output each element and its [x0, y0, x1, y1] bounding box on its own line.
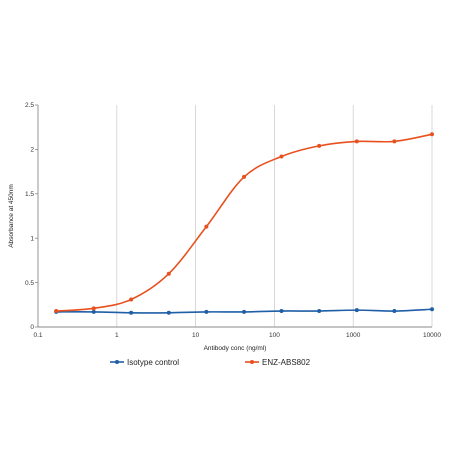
data-point-isotype-control	[129, 310, 134, 315]
y-tick-label: 2.5	[25, 102, 34, 109]
x-tick-label: 10000	[423, 332, 441, 339]
data-point-enz-abs802	[166, 271, 171, 276]
x-tick-label: 0.1	[33, 332, 42, 339]
data-point-enz-abs802	[430, 132, 434, 137]
data-point-isotype-control	[279, 309, 284, 314]
x-tick-label: 1000	[346, 332, 361, 339]
data-point-isotype-control	[242, 309, 247, 314]
data-point-enz-abs802	[129, 297, 134, 302]
x-tick-label: 1	[115, 332, 119, 339]
y-tick-label: 0.5	[25, 280, 34, 287]
data-point-isotype-control	[430, 307, 434, 312]
data-point-enz-abs802	[317, 143, 322, 148]
x-axis-title: Antibody conc (ng/ml)	[204, 345, 267, 352]
data-point-isotype-control	[354, 308, 359, 313]
x-tick-label: 10	[192, 332, 200, 339]
y-axis-title: Absorbance at 450nm	[8, 184, 15, 248]
legend-label: ENZ-ABS802	[262, 358, 311, 367]
plot-series	[54, 132, 434, 315]
legend-label: Isotype control	[127, 358, 179, 367]
data-point-isotype-control	[91, 309, 96, 314]
data-point-isotype-control	[392, 309, 397, 314]
tick-labels: 0.1 1 10 100 1000 10000 0 0.5 1 1.5 2 2.5	[25, 102, 441, 339]
data-point-isotype-control	[317, 309, 322, 314]
y-tick-label: 2	[30, 147, 34, 154]
x-tick-label: 100	[269, 332, 280, 339]
data-point-enz-abs802	[279, 154, 284, 159]
legend-swatch-marker	[115, 360, 119, 364]
data-point-enz-abs802	[91, 306, 96, 311]
y-tick-label: 0	[30, 324, 34, 331]
legend: Isotype control ENZ-ABS802	[110, 358, 311, 367]
data-point-enz-abs802	[392, 139, 397, 144]
y-tick-label: 1.5	[25, 191, 34, 198]
data-point-enz-abs802	[354, 139, 359, 144]
data-point-enz-abs802	[242, 174, 247, 179]
y-tick-label: 1	[30, 235, 34, 242]
data-point-isotype-control	[204, 309, 209, 314]
data-point-enz-abs802	[204, 224, 209, 229]
data-point-isotype-control	[166, 310, 171, 315]
data-point-enz-abs802	[54, 309, 59, 314]
legend-swatch-marker	[250, 360, 254, 364]
axes	[35, 104, 432, 328]
